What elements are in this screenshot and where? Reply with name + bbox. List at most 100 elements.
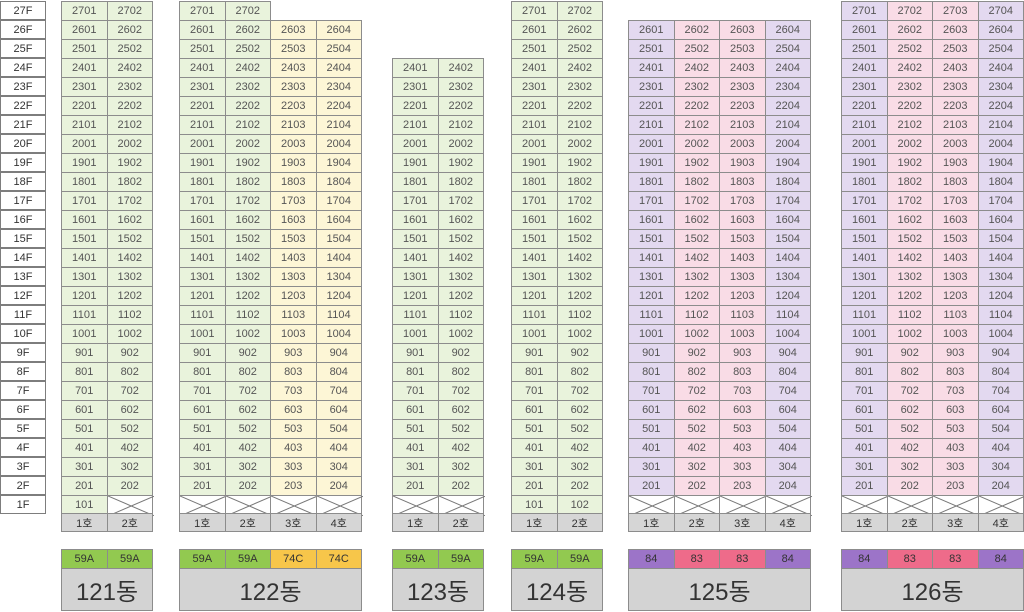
- unit-cell: 804: [977, 362, 1024, 382]
- unit-line-label: 2호: [106, 513, 153, 532]
- unit-cell: 2402: [437, 58, 484, 78]
- unit-cell: 1101: [392, 305, 439, 325]
- unit-cell: 1501: [628, 229, 675, 249]
- unit-cell: 401: [511, 438, 558, 458]
- unit-cell: 504: [315, 419, 362, 439]
- unit-cell: 1301: [392, 267, 439, 287]
- unit-cell: 301: [511, 457, 558, 477]
- unit-cell: 2502: [556, 39, 603, 59]
- cross-icon: [107, 496, 154, 516]
- unit-cell: 1101: [179, 305, 226, 325]
- unit-cell: 402: [437, 438, 484, 458]
- empty-unit-cell: [179, 495, 227, 516]
- unit-cell: 2603: [719, 20, 766, 40]
- floor-label: 8F: [0, 362, 46, 381]
- unit-cell: 1702: [437, 191, 484, 211]
- unit-cell: 1001: [392, 324, 439, 344]
- unit-cell: 802: [106, 362, 153, 382]
- unit-cell: 1502: [556, 229, 603, 249]
- unit-cell: 1602: [886, 210, 933, 230]
- unit-cell: 2304: [764, 77, 811, 97]
- unit-cell: 2401: [392, 58, 439, 78]
- unit-cell: 1304: [315, 267, 362, 287]
- unit-cell: 2204: [977, 96, 1024, 116]
- unit-cell: 801: [628, 362, 675, 382]
- floor-label: 20F: [0, 134, 46, 153]
- unit-cell: 1603: [932, 210, 979, 230]
- unit-cell: 1403: [719, 248, 766, 268]
- unit-cell: 2303: [932, 77, 979, 97]
- building-name: 121동: [61, 568, 153, 611]
- unit-cell: 1901: [628, 153, 675, 173]
- unit-cell: 1404: [977, 248, 1024, 268]
- empty-unit-cell: [977, 495, 1024, 516]
- unit-cell: 1804: [977, 172, 1024, 192]
- unit-cell: 2502: [106, 39, 153, 59]
- unit-cell: 701: [392, 381, 439, 401]
- unit-cell: 2604: [764, 20, 811, 40]
- unit-cell: 2102: [224, 115, 271, 135]
- unit-cell: 2103: [932, 115, 979, 135]
- unit-cell: 1203: [270, 286, 317, 306]
- unit-cell: 801: [61, 362, 108, 382]
- unit-cell: 2001: [841, 134, 888, 154]
- unit-cell: 403: [932, 438, 979, 458]
- empty-unit-cell: [437, 495, 485, 516]
- unit-cell: 1002: [224, 324, 271, 344]
- unit-cell: 802: [556, 362, 603, 382]
- unit-cell: 1601: [179, 210, 226, 230]
- unit-cell: 1201: [392, 286, 439, 306]
- unit-cell: 2103: [719, 115, 766, 135]
- unit-cell: 602: [673, 400, 720, 420]
- unit-cell: 1602: [556, 210, 603, 230]
- unit-cell: 701: [61, 381, 108, 401]
- unit-cell: 504: [977, 419, 1024, 439]
- unit-type-label: 74C: [270, 549, 317, 569]
- unit-cell: 2501: [179, 39, 226, 59]
- unit-cell: 904: [315, 343, 362, 363]
- unit-cell: 502: [886, 419, 933, 439]
- cross-icon: [933, 496, 980, 516]
- unit-cell: 1704: [315, 191, 362, 211]
- unit-cell: 1101: [628, 305, 675, 325]
- unit-cell: 901: [179, 343, 226, 363]
- unit-cell: 702: [886, 381, 933, 401]
- unit-cell: 2702: [886, 1, 933, 21]
- unit-cell: 2404: [977, 58, 1024, 78]
- unit-cell: 2004: [977, 134, 1024, 154]
- unit-cell: 1603: [719, 210, 766, 230]
- unit-line-label: 1호: [841, 513, 888, 532]
- unit-cell: 401: [179, 438, 226, 458]
- unit-cell: 2602: [224, 20, 271, 40]
- unit-cell: 601: [628, 400, 675, 420]
- empty-unit-cell: [932, 495, 980, 516]
- unit-cell: 501: [392, 419, 439, 439]
- unit-cell: 902: [673, 343, 720, 363]
- unit-cell: 2001: [61, 134, 108, 154]
- unit-cell: 1802: [673, 172, 720, 192]
- unit-cell: 2202: [886, 96, 933, 116]
- unit-cell: 2601: [179, 20, 226, 40]
- unit-cell: 2302: [224, 77, 271, 97]
- unit-cell: 903: [932, 343, 979, 363]
- unit-cell: 1902: [556, 153, 603, 173]
- unit-cell: 803: [719, 362, 766, 382]
- unit-cell: 1604: [977, 210, 1024, 230]
- unit-cell: 1701: [511, 191, 558, 211]
- unit-cell: 301: [628, 457, 675, 477]
- unit-cell: 1901: [841, 153, 888, 173]
- unit-cell: 2004: [315, 134, 362, 154]
- unit-type-label: 59A: [224, 549, 271, 569]
- unit-cell: 202: [673, 476, 720, 496]
- unit-cell: 1502: [886, 229, 933, 249]
- unit-cell: 1901: [179, 153, 226, 173]
- unit-cell: 2504: [977, 39, 1024, 59]
- unit-line-label: 1호: [392, 513, 439, 532]
- unit-cell: 1004: [764, 324, 811, 344]
- unit-cell: 1501: [841, 229, 888, 249]
- unit-type-label: 59A: [511, 549, 558, 569]
- unit-type-label: 83: [673, 549, 720, 569]
- unit-cell: 2104: [764, 115, 811, 135]
- unit-cell: 1402: [673, 248, 720, 268]
- unit-cell: 903: [270, 343, 317, 363]
